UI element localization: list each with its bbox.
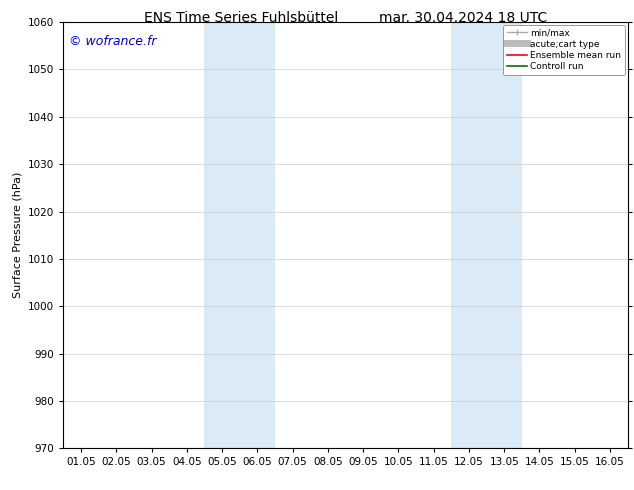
Text: © wofrance.fr: © wofrance.fr <box>69 35 157 48</box>
Text: ENS Time Series Fuhlsbüttel: ENS Time Series Fuhlsbüttel <box>144 11 338 25</box>
Bar <box>204 22 275 448</box>
Text: mar. 30.04.2024 18 UTC: mar. 30.04.2024 18 UTC <box>378 11 547 25</box>
Bar <box>451 22 522 448</box>
Legend: min/max, acute;cart type, Ensemble mean run, Controll run: min/max, acute;cart type, Ensemble mean … <box>503 25 625 75</box>
Y-axis label: Surface Pressure (hPa): Surface Pressure (hPa) <box>13 172 23 298</box>
